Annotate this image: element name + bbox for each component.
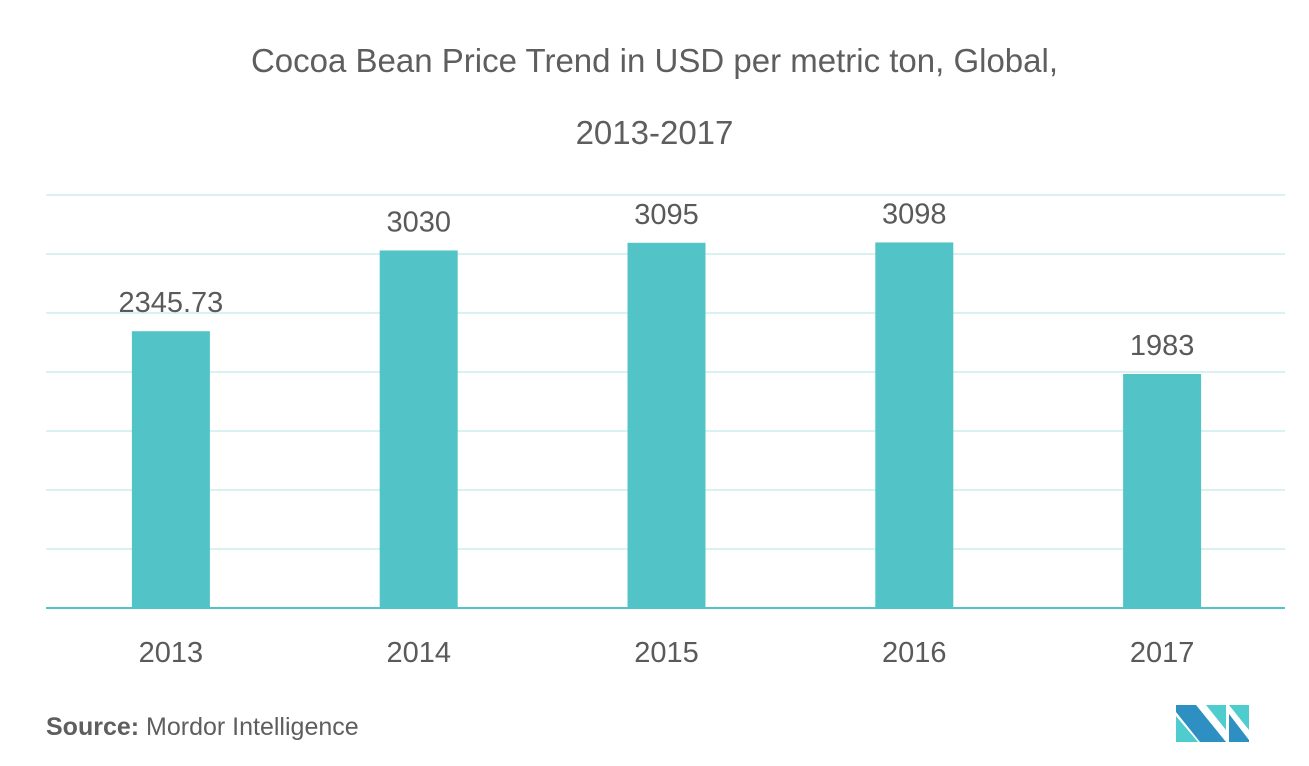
data-label: 2345.73 [118,287,223,319]
source-note: Source: Mordor Intelligence [46,713,359,742]
data-label: 3095 [634,199,699,231]
x-tick-label: 2017 [1130,637,1195,669]
chart-title-line1: Cocoa Bean Price Trend in USD per metric… [250,42,1059,79]
source-label: Source: [46,713,140,741]
bar-2015 [627,242,706,609]
chart-title-line2: 2013-2017 [575,114,734,151]
x-tick-label: 2015 [634,637,699,669]
x-tick-label: 2014 [386,637,451,669]
data-label: 3030 [386,206,451,238]
data-label: 1983 [1130,330,1195,362]
source-text: Mordor Intelligence [146,713,359,741]
bar-2013 [131,331,210,608]
x-tick-label: 2016 [882,637,947,669]
bar-2017 [1123,374,1202,608]
x-tick-label: 2013 [139,637,204,669]
data-label: 3098 [882,198,947,230]
bar-2014 [379,250,458,608]
bar-2016 [875,242,954,608]
